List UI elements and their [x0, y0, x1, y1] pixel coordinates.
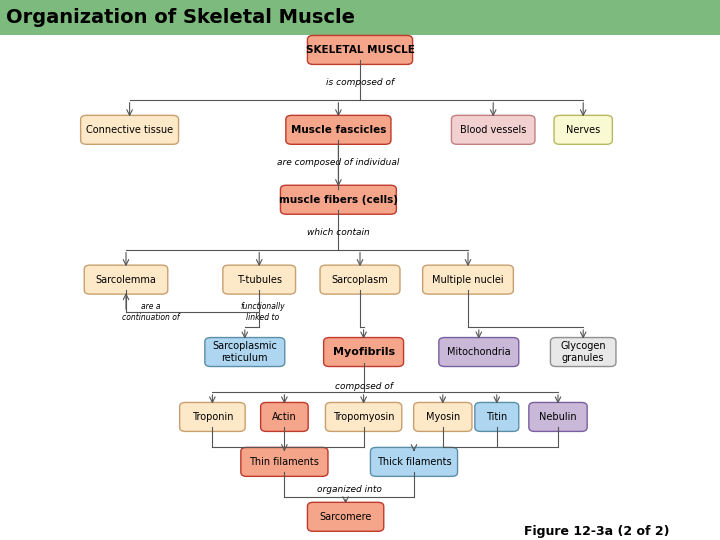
Text: Nerves: Nerves: [566, 125, 600, 135]
FancyBboxPatch shape: [439, 338, 518, 367]
FancyBboxPatch shape: [261, 402, 308, 431]
Text: Myofibrils: Myofibrils: [333, 347, 395, 357]
Text: Actin: Actin: [272, 412, 297, 422]
Text: functionally
linked to: functionally linked to: [240, 302, 285, 322]
FancyBboxPatch shape: [84, 265, 168, 294]
FancyBboxPatch shape: [423, 265, 513, 294]
FancyBboxPatch shape: [451, 116, 535, 144]
Text: muscle fibers (cells): muscle fibers (cells): [279, 195, 398, 205]
FancyBboxPatch shape: [240, 448, 328, 476]
Text: Mitochondria: Mitochondria: [447, 347, 510, 357]
FancyBboxPatch shape: [325, 402, 402, 431]
FancyBboxPatch shape: [205, 338, 285, 367]
Text: composed of: composed of: [335, 382, 392, 392]
FancyBboxPatch shape: [286, 116, 391, 144]
FancyBboxPatch shape: [307, 36, 413, 64]
Text: Titin: Titin: [486, 412, 508, 422]
FancyBboxPatch shape: [307, 502, 384, 531]
FancyBboxPatch shape: [370, 448, 458, 476]
FancyBboxPatch shape: [180, 402, 245, 431]
Text: Nebulin: Nebulin: [539, 412, 577, 422]
Text: Connective tissue: Connective tissue: [86, 125, 174, 135]
Text: Sarcomere: Sarcomere: [320, 512, 372, 522]
FancyBboxPatch shape: [475, 402, 518, 431]
Text: Sarcoplasmic
reticulum: Sarcoplasmic reticulum: [212, 341, 277, 363]
Text: Organization of Skeletal Muscle: Organization of Skeletal Muscle: [6, 8, 355, 27]
Text: Blood vessels: Blood vessels: [460, 125, 526, 135]
FancyBboxPatch shape: [413, 402, 472, 431]
FancyBboxPatch shape: [528, 402, 588, 431]
FancyBboxPatch shape: [320, 265, 400, 294]
FancyBboxPatch shape: [551, 338, 616, 367]
FancyBboxPatch shape: [81, 116, 179, 144]
Text: Figure 12-3a (2 of 2): Figure 12-3a (2 of 2): [524, 525, 670, 538]
Text: Tropomyosin: Tropomyosin: [333, 412, 395, 422]
Text: Muscle fascicles: Muscle fascicles: [291, 125, 386, 135]
Text: is composed of: is composed of: [326, 78, 394, 87]
FancyBboxPatch shape: [324, 338, 403, 367]
FancyBboxPatch shape: [280, 185, 396, 214]
Text: are a
continuation of: are a continuation of: [122, 302, 180, 322]
Text: are composed of individual: are composed of individual: [277, 158, 400, 167]
Text: Sarcolemma: Sarcolemma: [96, 275, 156, 285]
Text: Troponin: Troponin: [192, 412, 233, 422]
Text: Thin filaments: Thin filaments: [249, 457, 320, 467]
Text: Thick filaments: Thick filaments: [377, 457, 451, 467]
FancyBboxPatch shape: [554, 116, 612, 144]
Text: Sarcoplasm: Sarcoplasm: [332, 275, 388, 285]
Text: Multiple nuclei: Multiple nuclei: [432, 275, 504, 285]
Text: T-tubules: T-tubules: [237, 275, 282, 285]
FancyBboxPatch shape: [223, 265, 296, 294]
Text: organized into: organized into: [317, 485, 382, 494]
Text: which contain: which contain: [307, 228, 370, 237]
Text: SKELETAL MUSCLE: SKELETAL MUSCLE: [305, 45, 415, 55]
Text: Myosin: Myosin: [426, 412, 460, 422]
Text: Glycogen
granules: Glycogen granules: [560, 341, 606, 363]
FancyBboxPatch shape: [0, 0, 720, 35]
